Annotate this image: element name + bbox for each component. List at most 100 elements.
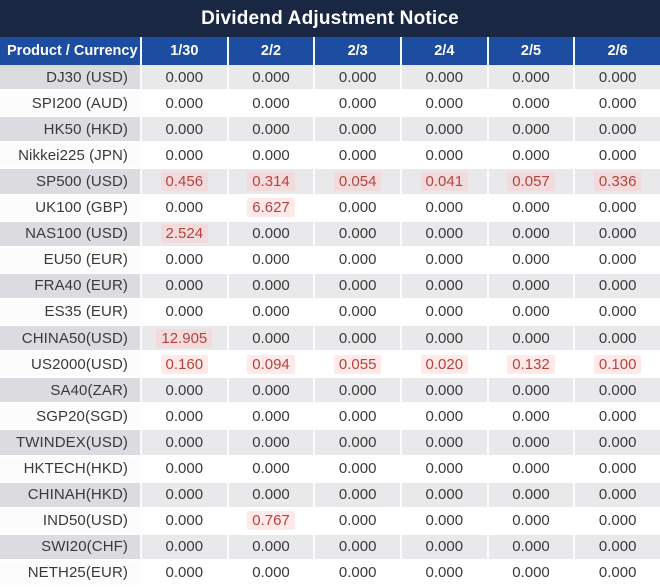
dividend-value: 0.000	[338, 538, 377, 556]
value-cell: 0.000	[486, 378, 574, 405]
value-cell: 0.000	[226, 404, 314, 431]
value-cell: 0.000	[140, 560, 227, 587]
table-title: Dividend Adjustment Notice	[0, 0, 660, 37]
dividend-value: 0.000	[338, 512, 377, 530]
product-cell: NAS100 (USD)	[0, 221, 140, 248]
dividend-value-highlighted: 0.057	[507, 171, 555, 191]
value-cell: 0.000	[573, 430, 660, 457]
value-cell: 0.041	[399, 169, 487, 196]
table-row: HKTECH(HKD) 0.000 0.000 0.000 0.000 0.000 0.00…	[0, 456, 660, 483]
dividend-value: 0.000	[425, 303, 464, 321]
dividend-value: 0.000	[598, 277, 637, 295]
table-row: SPI200 (AUD) 0.000 0.000 0.000 0.000 0.000 0.0…	[0, 91, 660, 118]
dividend-value: 0.000	[252, 486, 290, 504]
dividend-value: 0.000	[425, 512, 464, 530]
dividend-value: 0.000	[338, 68, 377, 86]
table-row: SP500 (USD) 0.456 0.314 0.054 0.041 0.057 0.33…	[0, 169, 660, 196]
dividend-value: 0.000	[425, 277, 464, 295]
value-cell: 0.000	[226, 117, 314, 144]
value-cell: 0.000	[140, 65, 227, 92]
value-cell: 0.767	[226, 508, 314, 535]
dividend-value: 0.000	[425, 433, 464, 451]
dividend-value-highlighted: 2.524	[160, 224, 209, 244]
dividend-value: 0.000	[338, 329, 377, 347]
value-cell: 0.000	[226, 534, 314, 561]
dividend-value: 0.000	[512, 146, 550, 164]
value-cell: 0.000	[399, 299, 487, 326]
value-cell: 0.000	[226, 560, 314, 587]
dividend-value: 0.000	[338, 564, 377, 582]
value-cell: 0.456	[140, 169, 227, 196]
table-row: FRA40 (EUR) 0.000 0.000 0.000 0.000 0.000 0.00…	[0, 273, 660, 300]
dividend-value: 0.000	[512, 512, 550, 530]
dividend-value: 0.000	[252, 460, 290, 478]
dividend-value: 0.000	[252, 303, 290, 321]
dividend-value: 0.000	[165, 486, 204, 504]
dividend-value: 0.000	[338, 94, 377, 112]
value-cell: 0.000	[486, 143, 574, 170]
dividend-value: 0.000	[512, 225, 550, 243]
product-cell: SGP20(SGD)	[0, 404, 140, 431]
dividend-value: 0.000	[598, 381, 637, 399]
value-cell: 0.000	[399, 534, 487, 561]
dividend-value: 0.000	[338, 277, 377, 295]
dividend-value: 0.000	[165, 407, 204, 425]
dividend-value: 0.000	[512, 68, 550, 86]
value-cell: 0.000	[140, 195, 227, 222]
dividend-value: 0.000	[512, 433, 550, 451]
product-cell: FRA40 (EUR)	[0, 273, 140, 300]
dividend-value: 0.000	[252, 433, 290, 451]
dividend-value: 0.000	[252, 146, 290, 164]
dividend-value: 0.000	[512, 94, 550, 112]
product-cell: CHINA50(USD)	[0, 326, 140, 353]
value-cell: 0.000	[399, 404, 487, 431]
value-cell: 0.000	[140, 404, 227, 431]
header-date-3: 2/3	[313, 37, 400, 65]
value-cell: 0.000	[399, 482, 487, 509]
dividend-value: 0.000	[425, 251, 464, 269]
dividend-value: 0.000	[425, 329, 464, 347]
value-cell: 0.100	[573, 352, 660, 379]
value-cell: 0.000	[140, 299, 227, 326]
value-cell: 0.000	[313, 534, 400, 561]
dividend-value-highlighted: 0.055	[333, 354, 382, 374]
value-cell: 0.160	[140, 352, 227, 379]
dividend-value: 0.000	[338, 486, 377, 504]
value-cell: 0.000	[573, 247, 660, 274]
value-cell: 0.000	[140, 482, 227, 509]
value-cell: 0.000	[313, 404, 400, 431]
value-cell: 0.000	[399, 326, 487, 353]
dividend-value: 0.000	[598, 407, 637, 425]
value-cell: 0.000	[313, 378, 400, 405]
value-cell: 0.000	[399, 91, 487, 118]
dividend-value: 0.000	[598, 146, 637, 164]
product-cell: SP500 (USD)	[0, 169, 140, 196]
value-cell: 0.000	[399, 456, 487, 483]
dividend-value: 0.000	[425, 564, 464, 582]
dividend-value: 0.000	[425, 460, 464, 478]
header-date-6: 2/6	[573, 37, 660, 65]
dividend-value: 0.000	[165, 251, 204, 269]
value-cell: 0.000	[226, 65, 314, 92]
value-cell: 0.094	[226, 352, 314, 379]
dividend-value: 0.000	[252, 68, 290, 86]
value-cell: 0.000	[313, 247, 400, 274]
header-date-2: 2/2	[226, 37, 314, 65]
table-row: IND50(USD) 0.000 0.767 0.000 0.000 0.000 0.000	[0, 508, 660, 535]
value-cell: 0.000	[573, 91, 660, 118]
dividend-value: 0.000	[165, 433, 204, 451]
dividend-value: 0.000	[338, 146, 377, 164]
dividend-value: 0.000	[598, 460, 637, 478]
dividend-value-highlighted: 12.905	[156, 328, 213, 348]
value-cell: 0.000	[313, 560, 400, 587]
dividend-value-highlighted: 0.160	[160, 354, 209, 374]
value-cell: 0.000	[573, 534, 660, 561]
dividend-value: 0.000	[512, 407, 550, 425]
dividend-value: 0.000	[252, 381, 290, 399]
dividend-value: 0.000	[598, 120, 637, 138]
value-cell: 0.000	[486, 482, 574, 509]
value-cell: 12.905	[140, 326, 227, 353]
dividend-value: 0.000	[425, 538, 464, 556]
value-cell: 0.000	[226, 326, 314, 353]
table-row: SA40(ZAR) 0.000 0.000 0.000 0.000 0.000 0.000	[0, 378, 660, 405]
